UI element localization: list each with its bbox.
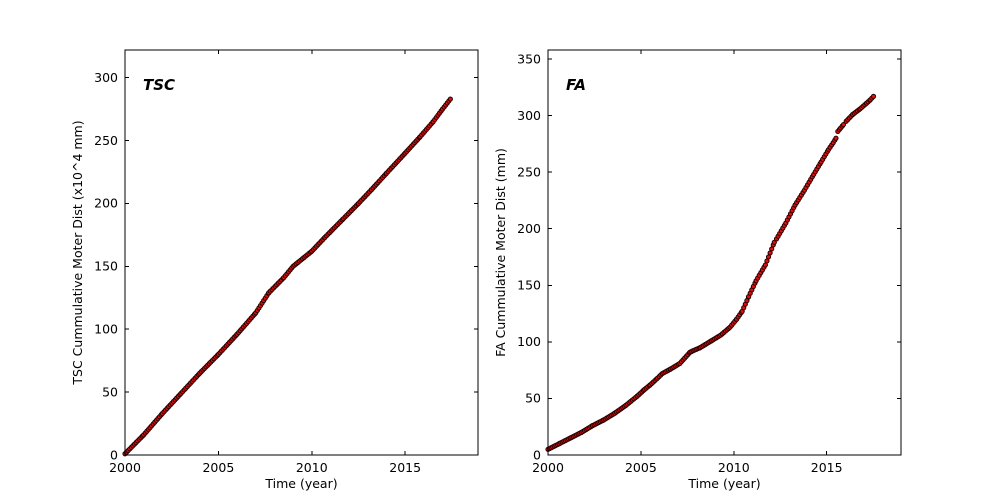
fa-ytick-label: 250 [517, 164, 541, 179]
fa-plot-frame [547, 49, 902, 456]
fa-xaxis-label: Time (year) [687, 476, 760, 491]
fa-data-point [840, 122, 847, 128]
fa-data-point [833, 135, 839, 141]
tsc-xtick-label: 2005 [202, 460, 234, 475]
fa-ytick-label: 350 [517, 51, 541, 66]
fa-panel-title: FA [566, 76, 586, 94]
tsc-xtick-label: 2000 [109, 460, 141, 475]
tsc-ytick-label: 100 [94, 322, 118, 337]
fa-ytick-label: 200 [517, 221, 541, 236]
tsc-ytick-label: 200 [94, 196, 118, 211]
tsc-plot-frame [124, 49, 479, 456]
fa-xtick-label: 2010 [718, 460, 750, 475]
tsc-ytick-label: 150 [94, 259, 118, 274]
tsc-ytick-label: 0 [110, 447, 118, 462]
fa-ytick-label: 300 [517, 108, 541, 123]
tsc-xtick-label: 2015 [389, 460, 421, 475]
fa-ytick-label: 0 [533, 447, 541, 462]
fa-series [545, 93, 877, 452]
tsc-ytick-label: 50 [102, 384, 118, 399]
tsc-panel-title: TSC [143, 76, 175, 94]
tsc-ytick-label: 300 [94, 70, 118, 85]
tsc-xaxis-label: Time (year) [264, 476, 337, 491]
tsc-ytick-label: 250 [94, 133, 118, 148]
fa-ytick-label: 150 [517, 278, 541, 293]
fa-xtick-label: 2015 [811, 460, 843, 475]
fa-yaxis-label: FA Cummulative Moter Dist (mm) [493, 148, 508, 357]
fa-ytick-label: 100 [517, 334, 541, 349]
tsc-yaxis-label: TSC Cummulative Moter Dist (x10^4 mm) [70, 120, 85, 385]
tsc-data-point [447, 96, 453, 102]
fa-xtick-label: 2005 [625, 460, 657, 475]
fa-xtick-label: 2000 [532, 460, 564, 475]
fa-ytick-label: 50 [525, 391, 541, 406]
tsc-series [122, 96, 453, 457]
fa-data-point [870, 93, 877, 99]
tsc-xtick-label: 2010 [296, 460, 328, 475]
